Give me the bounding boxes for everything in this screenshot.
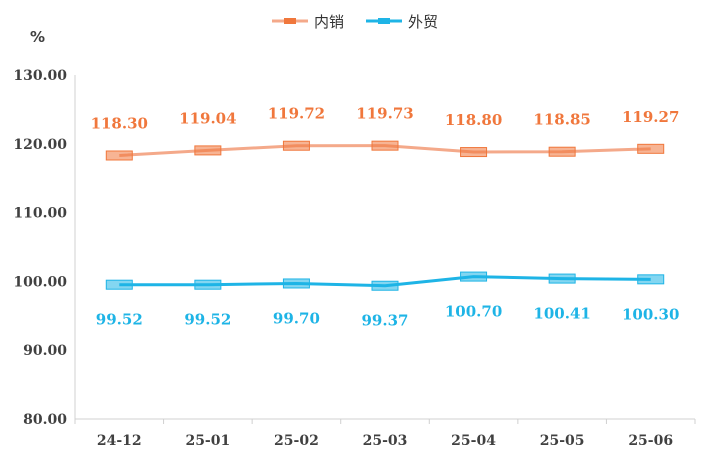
marker-1	[194, 279, 222, 290]
marker-1	[637, 274, 665, 285]
y-tick-label: 130.00	[13, 68, 67, 84]
data-labels: 118.30 119.04 119.72 119.73 118.80 118.85 119.…	[91, 105, 680, 330]
y-tick-label: 100.00	[13, 274, 67, 290]
y-axis-unit: %	[30, 28, 45, 46]
marker-0	[548, 146, 576, 157]
data-label: 119.72	[268, 105, 325, 123]
legend-marker-1	[378, 18, 390, 24]
data-label: 99.37	[362, 312, 409, 330]
y-tick-label: 120.00	[13, 137, 67, 153]
data-label: 119.04	[179, 109, 236, 127]
data-label: 118.85	[533, 111, 590, 129]
marker-1	[548, 273, 576, 284]
x-tick-label: 25-02	[274, 433, 319, 449]
marker-0	[194, 145, 222, 156]
data-label: 100.41	[533, 305, 590, 323]
legend-label-0: 内销	[314, 13, 344, 31]
x-tick-label: 24-12	[97, 433, 142, 449]
marker-0	[371, 140, 399, 151]
data-label: 100.30	[622, 305, 679, 323]
marker-1	[460, 271, 488, 282]
markers	[105, 140, 665, 291]
x-tick-label: 25-05	[540, 433, 585, 449]
y-tick-label: 80.00	[23, 412, 67, 428]
marker-0	[637, 143, 665, 154]
legend-marker-0	[284, 18, 296, 24]
data-label: 99.52	[96, 311, 143, 329]
data-label: 118.30	[91, 114, 148, 132]
legend-label-1: 外贸	[408, 13, 438, 31]
data-label: 119.27	[622, 108, 679, 126]
marker-0	[282, 140, 310, 151]
x-tick-label: 25-01	[185, 433, 230, 449]
x-tick-label: 25-04	[451, 433, 496, 449]
data-label: 99.52	[184, 311, 231, 329]
data-label: 118.80	[445, 111, 502, 129]
y-tick-label: 110.00	[13, 206, 67, 222]
data-label: 99.70	[273, 309, 320, 327]
marker-1	[282, 278, 310, 289]
x-tick-label: 25-06	[628, 433, 673, 449]
data-label: 119.73	[356, 105, 413, 123]
marker-1	[371, 280, 399, 291]
x-tick-label: 25-03	[363, 433, 408, 449]
marker-1	[105, 279, 133, 290]
x-axis: 24-12 25-01 25-02 25-03 25-04 25-05 25-06	[74, 418, 696, 449]
marker-0	[460, 147, 488, 158]
legend: 内销 外贸	[272, 13, 438, 31]
marker-0	[105, 150, 133, 161]
y-tick-label: 90.00	[23, 343, 67, 359]
y-axis: 80.00 90.00 100.00 110.00 120.00 130.00	[13, 68, 76, 428]
data-label: 100.70	[445, 303, 502, 321]
